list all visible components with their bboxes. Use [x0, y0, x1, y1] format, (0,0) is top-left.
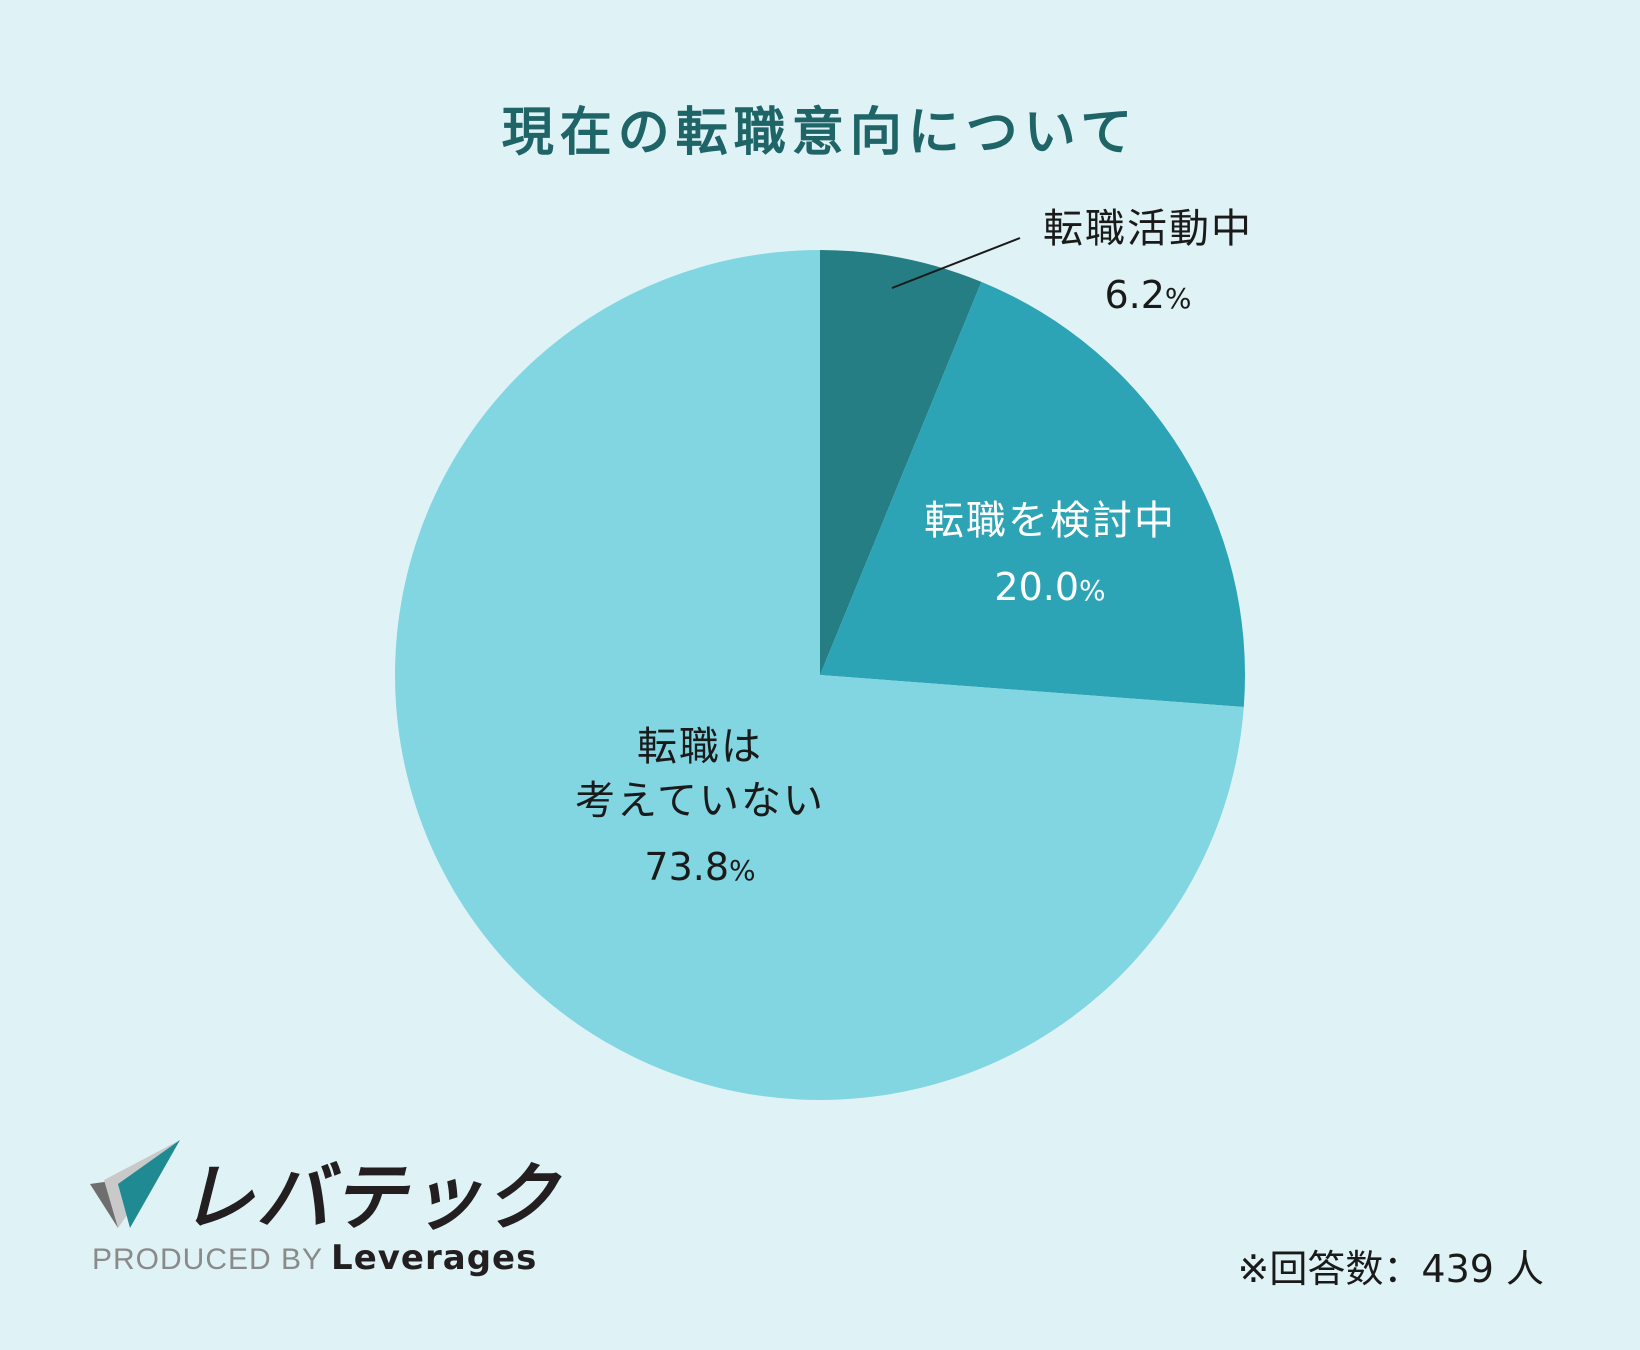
respondent-count: ※回答数：439 人 [1237, 1247, 1544, 1291]
pie-slice-1 [820, 281, 1245, 708]
slice-label-0: 転職活動中 6.2% [1043, 202, 1253, 321]
slice-name: 転職活動中 [1043, 206, 1253, 252]
slice-name: 転職を検討中 [924, 498, 1176, 544]
slice-label-2: 転職は 考えていない 73.8% [575, 720, 825, 893]
slice-label-1: 転職を検討中 20.0% [924, 494, 1176, 613]
slice-value: 6.2% [1104, 273, 1192, 317]
produced-by: PRODUCED BY Leverages [92, 1238, 538, 1278]
slice-value: 73.8% [644, 845, 756, 889]
company-name: Leverages [331, 1238, 538, 1278]
pie-slice-2 [394, 250, 1244, 1100]
chart-title: 現在の転職意向について [501, 103, 1139, 163]
pie-slice-0 [820, 249, 982, 675]
brand-wordmark: レバテック [180, 1155, 560, 1241]
slice-leader-line-0 [891, 237, 1021, 289]
leverages-logo-icon [90, 1140, 180, 1228]
slice-value: 20.0% [994, 565, 1106, 609]
slice-name: 転職は 考えていない [575, 724, 825, 824]
